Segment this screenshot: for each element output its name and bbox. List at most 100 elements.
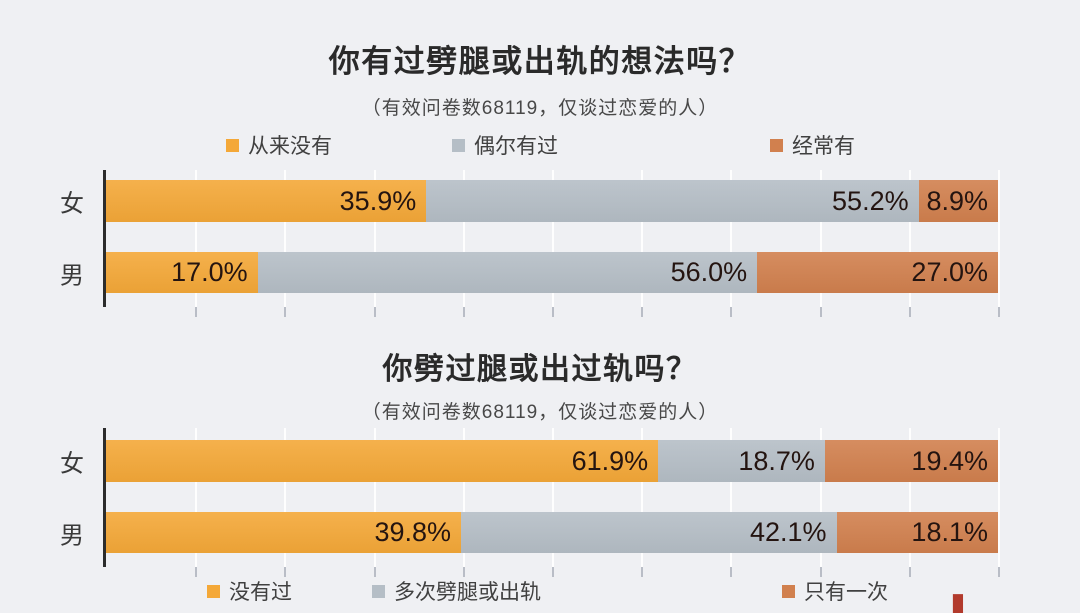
chart1-title: 你有过劈腿或出轨的想法吗？	[328, 44, 752, 79]
chart2-title: 你劈过腿或出过轨吗？	[382, 353, 698, 386]
axis-tick	[819, 567, 822, 577]
gridline	[373, 428, 376, 567]
chart2-plot-area: 女 61.9% 18.7% 19.4% 男 39.8% 42.1% 18.1%	[60, 428, 1000, 577]
gridline	[552, 428, 554, 567]
legend-item: 经常有	[770, 130, 855, 160]
bar-segment: 17.0%	[106, 252, 258, 293]
bar-segment: 18.7%	[658, 440, 825, 482]
legend-label: 只有一次	[804, 581, 888, 604]
bar-row: 男 39.8% 42.1% 18.1%	[60, 512, 998, 553]
value-label: 19.4%	[911, 445, 988, 476]
bar-segment: 55.2%	[426, 180, 919, 222]
axis-tick	[552, 307, 554, 317]
legend-label: 从来没有	[248, 135, 332, 158]
chart1-plot-area: 女 35.9% 55.2% 8.9% 男 17.0% 56.0% 27.0%	[60, 170, 1000, 317]
gridline	[284, 428, 287, 567]
legend-swatch-icon	[452, 138, 465, 152]
axis-tick	[819, 307, 822, 317]
value-label: 18.7%	[738, 445, 815, 476]
axis-tick	[195, 307, 198, 317]
legend-swatch-icon	[372, 584, 385, 598]
axis-tick	[552, 567, 554, 577]
axis-tick	[730, 567, 733, 577]
legend-label: 没有过	[229, 581, 292, 604]
bar-segment: 27.0%	[757, 252, 998, 293]
legend-item: 从来没有	[226, 130, 332, 160]
legend-swatch-icon	[226, 138, 239, 152]
value-label: 39.8%	[374, 517, 452, 547]
axis-tick	[998, 307, 1000, 317]
legend-swatch-icon	[782, 584, 795, 598]
bar-segment: 42.1%	[461, 512, 837, 553]
axis-tick	[908, 307, 911, 317]
bar-row: 男 17.0% 56.0% 27.0%	[60, 252, 998, 293]
axis-tick	[998, 567, 1000, 577]
value-label: 18.1%	[911, 517, 988, 547]
axis-tick	[641, 307, 644, 317]
gridline	[552, 170, 554, 307]
value-label: 55.2%	[832, 185, 909, 216]
axis-tick	[462, 307, 465, 317]
value-label: 42.1%	[749, 517, 827, 547]
bar-row: 女 35.9% 55.2% 8.9%	[60, 180, 998, 222]
bar-segment: 19.4%	[824, 440, 998, 482]
value-label: 17.0%	[171, 257, 248, 287]
gridline	[998, 170, 1000, 307]
axis-tick	[195, 567, 198, 577]
bar-row: 女 61.9% 18.7% 19.4%	[60, 440, 998, 482]
legend-label: 偶尔有过	[474, 135, 558, 158]
chart1-legend: 从来没有 偶尔有过 经常有	[0, 130, 1080, 158]
bar-segment: 39.8%	[106, 512, 462, 553]
legend-item: 偶尔有过	[452, 130, 558, 160]
legend-swatch-icon	[207, 584, 220, 598]
chart2-legend: 没有过 多次劈腿或出轨 只有一次	[0, 576, 1080, 604]
axis-tick	[284, 567, 287, 577]
legend-label: 经常有	[792, 135, 855, 158]
axis-tick	[284, 307, 287, 317]
value-label: 35.9%	[339, 185, 417, 216]
axis-tick	[908, 567, 911, 577]
value-label: 27.0%	[911, 257, 988, 287]
gridline	[730, 428, 733, 567]
gridline	[195, 428, 198, 567]
gridline	[641, 170, 644, 307]
gridline	[998, 428, 1000, 567]
axis-tick	[373, 567, 376, 577]
gridline	[641, 428, 644, 567]
axis-tick	[373, 307, 376, 317]
category-label: 男	[60, 522, 84, 549]
chart2-subtitle: （有效问卷数68119，仅谈过恋爱的人）	[361, 402, 719, 423]
gridline	[908, 428, 911, 567]
legend-item: 多次劈腿或出轨	[372, 576, 541, 606]
legend-item: 只有一次	[782, 576, 888, 606]
gridline	[462, 170, 465, 307]
category-label: 女	[60, 190, 84, 218]
gridline	[908, 170, 911, 307]
gridline	[195, 170, 198, 307]
legend-label: 多次劈腿或出轨	[394, 581, 541, 604]
value-label: 61.9%	[571, 445, 649, 476]
gridline	[373, 170, 376, 307]
legend-item: 没有过	[207, 576, 292, 606]
gridline	[462, 428, 465, 567]
axis-tick	[462, 567, 465, 577]
gridline	[819, 170, 822, 307]
value-label: 56.0%	[670, 257, 748, 287]
gridline	[730, 170, 733, 307]
axis-tick	[641, 567, 644, 577]
legend-swatch-icon	[770, 138, 783, 152]
red-stamp-watermark: 本	[912, 596, 1004, 613]
bar-segment: 61.9%	[106, 440, 659, 482]
category-label: 男	[60, 262, 84, 289]
bar-segment: 35.9%	[106, 180, 427, 222]
chart1-subtitle: （有效问卷数68119，仅谈过恋爱的人）	[361, 98, 719, 119]
axis-tick	[730, 307, 733, 317]
bar-segment: 18.1%	[836, 512, 998, 553]
category-label: 女	[60, 450, 84, 478]
value-label: 8.9%	[926, 185, 988, 216]
gridline	[284, 170, 287, 307]
gridline	[819, 428, 822, 567]
bar-segment: 8.9%	[918, 180, 998, 222]
bar-segment: 56.0%	[257, 252, 758, 293]
